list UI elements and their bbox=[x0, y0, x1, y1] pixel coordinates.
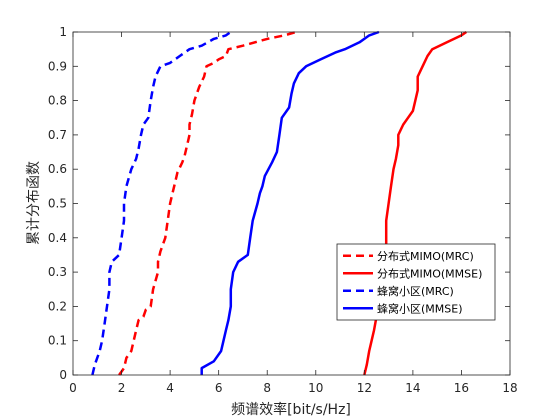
legend-label: 蜂窝小区(MMSE) bbox=[377, 301, 463, 315]
legend-label: 分布式MIMO(MRC) bbox=[377, 250, 474, 263]
y-tick-label: 0.8 bbox=[48, 94, 67, 108]
y-axis-title: 累计分布函数 bbox=[26, 161, 42, 245]
legend-label: 分布式MIMO(MMSE) bbox=[377, 267, 482, 280]
x-tick-label: 4 bbox=[166, 381, 174, 395]
series-line-3 bbox=[91, 30, 232, 376]
y-tick-label: 0 bbox=[59, 368, 67, 382]
series-line-1 bbox=[118, 30, 297, 376]
series-line-4 bbox=[200, 30, 380, 375]
y-tick-label: 1 bbox=[59, 25, 67, 39]
x-tick-label: 14 bbox=[405, 381, 420, 395]
y-tick-label: 0.2 bbox=[48, 299, 67, 313]
y-tick-label: 0.1 bbox=[48, 334, 67, 348]
legend: 分布式MIMO(MRC) 分布式MIMO(MMSE) 蜂窝小区(MRC) 蜂窝小区(M… bbox=[336, 243, 496, 321]
x-tick-label: 6 bbox=[215, 381, 223, 395]
x-tick-label: 18 bbox=[502, 381, 517, 395]
y-tick-label: 0.7 bbox=[48, 128, 67, 142]
x-tick-label: 16 bbox=[454, 381, 469, 395]
x-tick-label: 12 bbox=[357, 381, 372, 395]
y-tick-label: 0.6 bbox=[48, 162, 67, 176]
x-tick-label: 10 bbox=[308, 381, 323, 395]
x-tick-label: 8 bbox=[263, 381, 271, 395]
x-axis-ticks: 0 2 4 6 8 10 12 14 16 18 bbox=[69, 32, 518, 395]
y-tick-label: 0.4 bbox=[48, 231, 67, 245]
x-axis-title: 频谱效率[bit/s/Hz] bbox=[231, 401, 351, 418]
legend-label: 蜂窝小区(MRC) bbox=[377, 284, 454, 298]
y-axis-ticks: 0 0.1 0.2 0.3 0.4 0.5 0.6 0.7 0.8 0.9 1 bbox=[48, 25, 510, 382]
y-tick-label: 0.5 bbox=[48, 197, 67, 211]
x-tick-label: 0 bbox=[69, 381, 77, 395]
x-tick-label: 2 bbox=[118, 381, 126, 395]
y-tick-label: 0.3 bbox=[48, 265, 67, 279]
y-tick-label: 0.9 bbox=[48, 59, 67, 73]
